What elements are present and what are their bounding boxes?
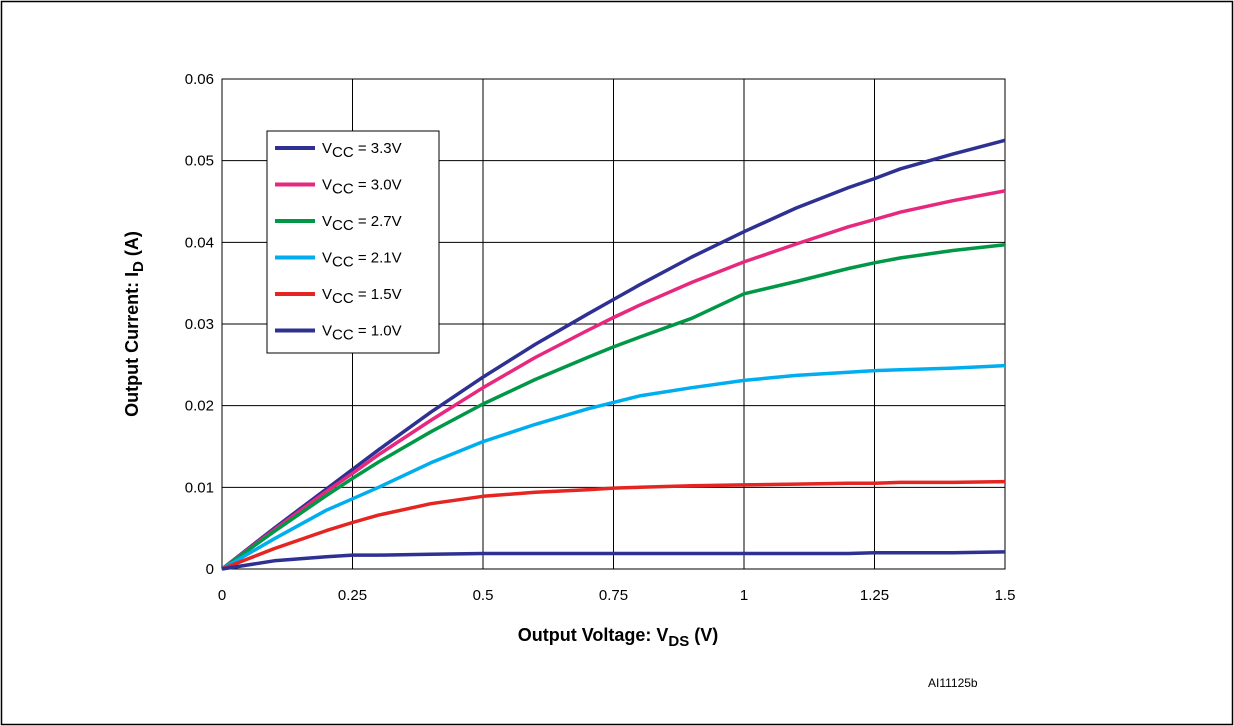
x-tick-label: 0 (218, 587, 226, 604)
legend-items: VCC = 3.3V VCC = 3.0V VCC = 2.7V VCC = 2.1V… (275, 140, 402, 344)
series-line-1 (220, 189, 1006, 571)
y-axis-label-sub: D (130, 261, 147, 272)
legend-label: VCC = 3.0V (322, 177, 402, 198)
series-line-3 (221, 363, 1006, 571)
x-tick-label: 1.25 (860, 587, 889, 604)
x-tick-label: 0.25 (338, 587, 367, 604)
y-axis-label: Output Current: ID (A) (122, 231, 147, 417)
plot-area-border (221, 78, 1006, 570)
x-tick-labels: 0 0.25 0.5 0.75 1 1.25 1.5 (218, 587, 1016, 604)
x-axis-label-sub: DS (668, 633, 689, 650)
y-tick-label: 0.04 (185, 234, 214, 251)
y-tick-label: 0.03 (185, 316, 214, 333)
x-tick-label: 1 (740, 587, 748, 604)
y-tick-label: 0.05 (185, 153, 214, 170)
legend-label: VCC = 1.0V (322, 323, 402, 344)
figure-reference: AI11125b (928, 676, 978, 690)
y-tick-label: 0.01 (185, 479, 214, 496)
legend-label: VCC = 1.5V (322, 286, 402, 307)
x-tick-label: 0.75 (599, 587, 628, 604)
x-tick-label: 1.5 (995, 587, 1016, 604)
series-line-0 (220, 138, 1006, 571)
legend-label: VCC = 2.1V (322, 250, 402, 271)
y-tick-label: 0 (206, 561, 214, 578)
legend: VCC = 3.3V VCC = 3.0V VCC = 2.7V VCC = 2.1V… (266, 130, 440, 354)
legend-box (266, 130, 440, 354)
x-axis-label: Output Voltage: VDS (V) (518, 625, 719, 650)
y-axis-label-unit: (A) (122, 231, 142, 261)
series-lines (220, 138, 1006, 571)
legend-label: VCC = 3.3V (322, 140, 402, 161)
x-axis-label-unit: (V) (689, 625, 718, 645)
y-tick-label: 0.02 (185, 398, 214, 415)
legend-label: VCC = 2.7V (322, 213, 402, 234)
x-axis-label-main: Output Voltage: V (518, 625, 669, 645)
series-line-2 (220, 243, 1006, 571)
y-tick-label: 0.06 (185, 71, 214, 88)
chart: 0 0.01 0.02 0.03 0.04 0.05 0.06 0 0.25 0.5 0.75 1 1… (122, 71, 1015, 690)
series-line-4 (221, 479, 1006, 571)
y-axis-label-main: Output Current: I (122, 272, 142, 417)
y-tick-labels: 0 0.01 0.02 0.03 0.04 0.05 0.06 (185, 71, 214, 578)
series-line-5 (221, 550, 1006, 571)
x-tick-label: 0.5 (473, 587, 494, 604)
